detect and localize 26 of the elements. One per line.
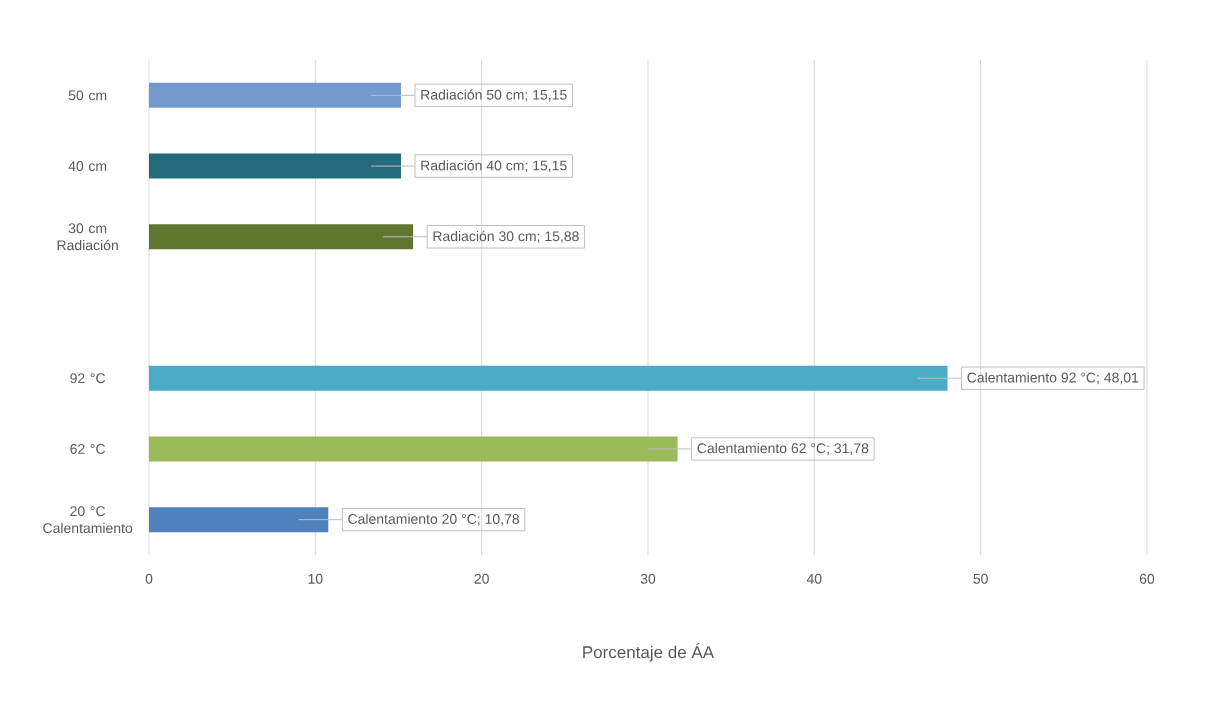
bar — [149, 82, 401, 108]
data-label: Calentamiento 92 °C; 48,01 — [967, 372, 1139, 385]
y-tick-label: 62 °C — [70, 443, 106, 454]
y-tick-label: 40 cm — [68, 161, 107, 172]
data-label: Radiación 50 cm; 15,15 — [421, 89, 567, 102]
x-tick-label: 20 — [474, 573, 489, 584]
x-axis-title: Porcentaje de ÁA — [583, 643, 715, 662]
data-label: Radiación 30 cm; 15,88 — [433, 230, 579, 243]
bar — [149, 436, 678, 462]
x-tick-label: 10 — [308, 573, 323, 584]
x-tick-label: 30 — [640, 573, 656, 584]
data-label: Calentamiento 62 °C; 31,78 — [697, 442, 869, 455]
y-tick-label: 30 cm Radiación — [57, 223, 118, 251]
y-tick-label: 20 °C Calentamiento — [43, 506, 133, 534]
y-tick-label: 92 °C — [70, 373, 106, 384]
y-tick-label: 50 cm — [68, 90, 107, 101]
bar — [149, 365, 948, 391]
bar — [149, 224, 414, 250]
bar — [149, 507, 329, 533]
data-label: Radiación 40 cm; 15,15 — [421, 160, 567, 173]
x-tick-label: 0 — [145, 573, 153, 584]
data-label: Calentamiento 20 °C; 10,78 — [348, 513, 519, 526]
x-tick-label: 60 — [1139, 573, 1155, 584]
x-tick-label: 50 — [973, 573, 988, 584]
x-tick-label: 40 — [806, 573, 822, 584]
bar — [149, 153, 401, 179]
